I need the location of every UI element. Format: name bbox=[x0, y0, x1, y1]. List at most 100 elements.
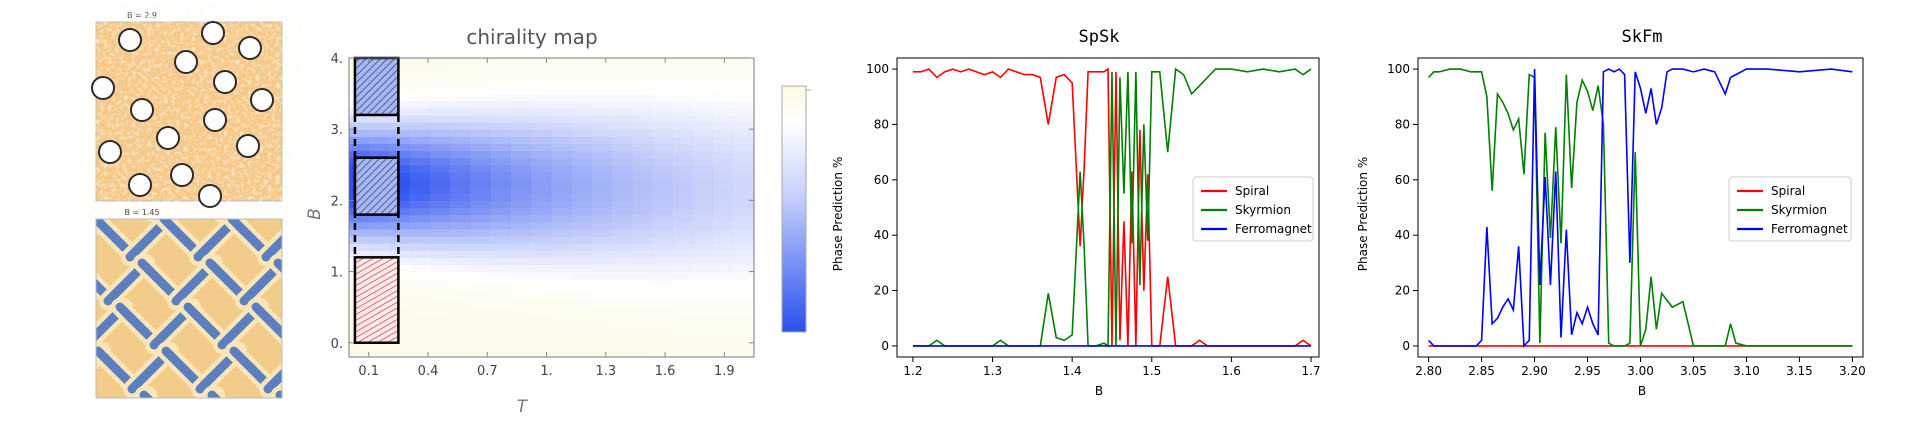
heatmap-cell bbox=[389, 186, 411, 194]
heatmap-cell bbox=[450, 143, 472, 152]
heatmap-cell bbox=[652, 122, 674, 130]
heatmap-cell bbox=[470, 100, 492, 109]
skyrmion-spot bbox=[130, 98, 154, 122]
x-tick-label: 3.00 bbox=[1627, 364, 1654, 378]
heatmap-cell bbox=[409, 114, 431, 123]
heatmap-cell bbox=[713, 79, 735, 88]
heatmap-cell bbox=[733, 150, 755, 159]
heatmap-cell bbox=[531, 122, 553, 130]
x-tick-label: 3.05 bbox=[1680, 364, 1707, 378]
heatmap-cell bbox=[490, 335, 512, 344]
heatmap-cell bbox=[470, 328, 492, 337]
heatmap-cell bbox=[430, 214, 451, 223]
heatmap-cell bbox=[531, 228, 553, 237]
heatmap-cell bbox=[693, 171, 715, 180]
heatmap-cell bbox=[511, 328, 532, 337]
heatmap-cell bbox=[389, 122, 411, 130]
heatmap-cell bbox=[713, 257, 735, 266]
heatmap-cell bbox=[612, 243, 634, 251]
heatmap-cell bbox=[571, 58, 593, 66]
heatmap-cell bbox=[551, 243, 573, 251]
legend-box bbox=[1728, 176, 1852, 242]
heatmap-cell bbox=[652, 292, 674, 301]
heatmap-cell bbox=[470, 107, 492, 116]
heatmap-cell bbox=[511, 214, 532, 223]
heatmap-cell bbox=[652, 107, 674, 116]
stripe-halo bbox=[300, 219, 338, 257]
heatmap-cell bbox=[592, 300, 613, 308]
heatmap-cell bbox=[693, 342, 715, 351]
heatmap-cell bbox=[450, 235, 472, 244]
heatmap-cell bbox=[430, 285, 451, 294]
heatmap-cell bbox=[470, 136, 492, 145]
heatmap-cell bbox=[409, 157, 431, 166]
heatmap-cell bbox=[693, 179, 715, 187]
stripe bbox=[275, 390, 282, 398]
heatmap-cell bbox=[450, 86, 472, 95]
heatmap-cell bbox=[632, 186, 654, 194]
heatmap-cell bbox=[673, 285, 694, 294]
heatmap-cell bbox=[551, 171, 573, 180]
heatmap-cell bbox=[490, 257, 512, 266]
heatmap-cell bbox=[733, 58, 755, 66]
heatmap-cell bbox=[571, 214, 593, 223]
heatmap-cell bbox=[409, 150, 431, 159]
heatmap-cell bbox=[652, 335, 674, 344]
heatmap-cell bbox=[713, 285, 735, 294]
heatmap-cell bbox=[733, 193, 755, 201]
heatmap-cell bbox=[652, 257, 674, 266]
heatmap-cell bbox=[531, 207, 553, 216]
stripe-halo bbox=[6, 263, 44, 301]
heatmap-cell bbox=[551, 307, 573, 315]
heatmap-cell bbox=[389, 307, 411, 315]
heatmap-cell bbox=[571, 93, 593, 102]
heatmap-cell bbox=[531, 328, 553, 337]
heatmap-cell bbox=[369, 243, 391, 251]
heatmap-cell bbox=[693, 300, 715, 308]
stripe bbox=[28, 219, 66, 257]
heatmap-cell bbox=[430, 314, 451, 323]
heatmap-cell bbox=[450, 171, 472, 180]
heatmap-cell bbox=[632, 143, 654, 152]
legend-label: Ferromagnet bbox=[1235, 222, 1312, 236]
heatmap-cell bbox=[470, 307, 492, 315]
x-tick-label: 2.80 bbox=[1415, 364, 1442, 378]
heatmap-cell bbox=[430, 79, 451, 88]
heatmap-cell bbox=[612, 93, 634, 102]
heatmap-cell bbox=[430, 200, 451, 209]
heatmap-cell bbox=[430, 122, 451, 130]
heatmap-cell bbox=[531, 314, 553, 323]
skfm-legend: Spiral Skyrmion Ferromagnet bbox=[1728, 176, 1852, 242]
heatmap-cell bbox=[551, 114, 573, 123]
heatmap-cell bbox=[409, 136, 431, 145]
heatmap-cell bbox=[693, 250, 715, 258]
heatmap-cell bbox=[673, 129, 694, 137]
x-axis-label: B bbox=[1638, 384, 1646, 398]
heatmap-cell bbox=[592, 307, 613, 315]
heatmap-cell bbox=[490, 157, 512, 166]
heatmap-cell bbox=[450, 114, 472, 123]
heatmap-cell bbox=[632, 179, 654, 187]
heatmap-cell bbox=[612, 114, 634, 123]
heatmap-cell bbox=[612, 292, 634, 301]
heatmap-cell bbox=[490, 250, 512, 258]
heatmap-cell bbox=[733, 278, 755, 287]
heatmap-cell bbox=[733, 349, 755, 358]
heatmap-cell bbox=[389, 93, 411, 102]
heatmap-cell bbox=[490, 193, 512, 201]
heatmap-cell bbox=[450, 100, 472, 109]
heatmap-cell bbox=[693, 285, 715, 294]
heatmap-cell bbox=[551, 271, 573, 280]
heatmap-cell bbox=[571, 307, 593, 315]
heatmap-cell bbox=[733, 328, 755, 337]
stripe-halo bbox=[200, 386, 225, 398]
y-tick-label: 3. bbox=[331, 123, 343, 138]
heatmap-cell bbox=[652, 100, 674, 109]
heatmap-cell bbox=[592, 328, 613, 337]
heatmap-cell bbox=[673, 300, 694, 308]
skyrmion-spot bbox=[156, 126, 180, 150]
heatmap-cell bbox=[551, 342, 573, 351]
heatmap-cell bbox=[470, 342, 492, 351]
x-tick-label: 0.4 bbox=[418, 364, 439, 379]
heatmap-cell bbox=[389, 129, 411, 137]
